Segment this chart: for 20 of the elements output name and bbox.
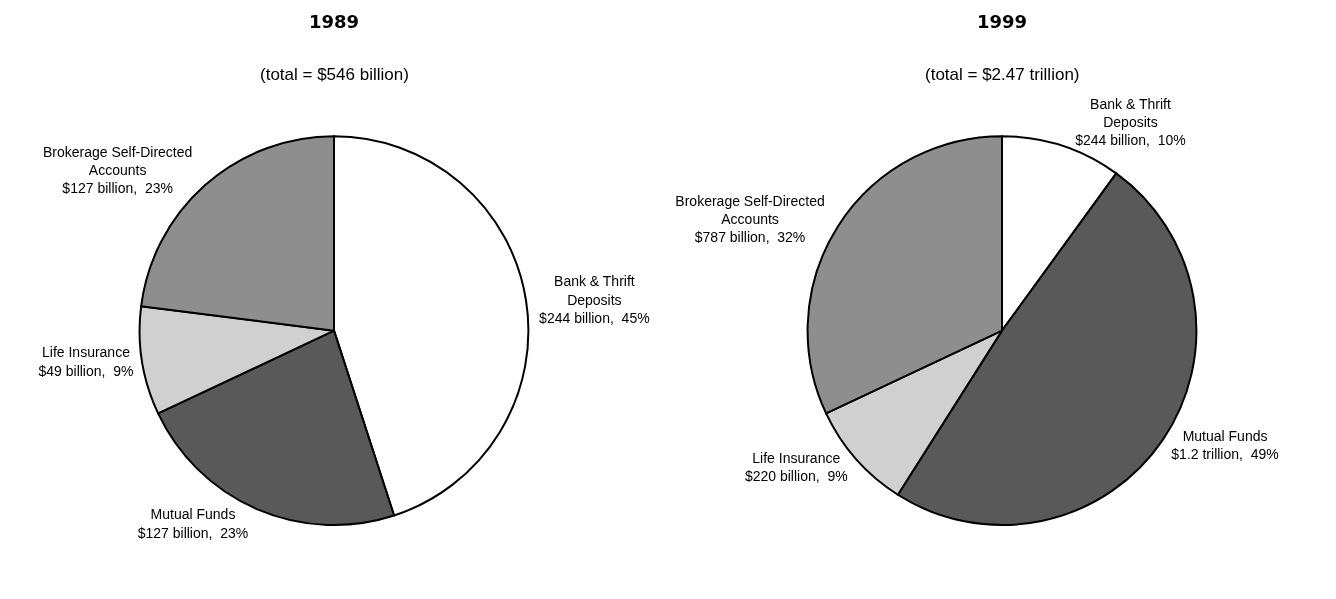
data-label: $1.2 trillion, 49% <box>1171 446 1279 463</box>
slice-label: Life Insurance <box>752 449 841 466</box>
data-label: $244 billion, 10% <box>1075 132 1186 149</box>
data-label: $49 billion, 9% <box>38 362 134 379</box>
slice-label: Life Insurance <box>41 344 131 361</box>
slice-label: Brokerage Self-Directed Accounts <box>42 143 193 179</box>
slice-label: Brokerage Self-Directed Accounts <box>675 192 825 227</box>
slice-label: Mutual Funds <box>150 506 236 523</box>
chart-subtitle: (total = $546 billion) <box>260 65 409 84</box>
data-label: $244 billion, 45% <box>539 309 650 326</box>
slice-label: Bank & Thrift Deposits <box>554 273 635 308</box>
data-label: $220 billion, 9% <box>744 467 848 484</box>
slice-label: Bank & Thrift Deposits <box>1090 95 1171 131</box>
chart-title: 1989 <box>308 10 360 32</box>
data-label: $127 billion, 23% <box>137 524 249 541</box>
chart-title: 1999 <box>976 10 1028 32</box>
data-label: $127 billion, 23% <box>62 180 173 197</box>
slice-label: Mutual Funds <box>1182 428 1268 445</box>
data-label: $787 billion, 32% <box>694 229 806 246</box>
chart-subtitle: (total = $2.47 trillion) <box>925 65 1080 84</box>
